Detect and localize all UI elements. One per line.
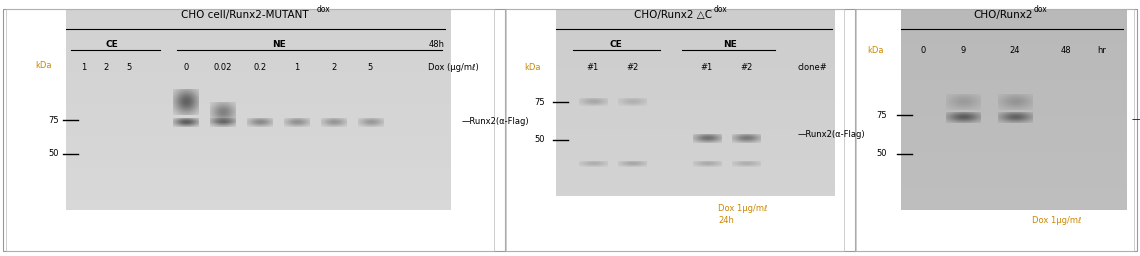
Text: 0.02: 0.02 [213,63,231,72]
Text: #1: #1 [701,63,712,72]
Text: dox: dox [1034,5,1048,14]
Text: 24: 24 [1009,46,1020,55]
Text: —Runx2(α-Flag): —Runx2(α-Flag) [798,130,865,139]
Bar [6,9,494,251]
Text: #1: #1 [587,63,598,72]
Text: CE: CE [105,40,119,49]
Text: 50: 50 [535,135,545,144]
Text: Dox 1μg/mℓ: Dox 1μg/mℓ [1032,216,1081,225]
Text: #2: #2 [627,63,638,72]
Text: Dox 1μg/mℓ
24h: Dox 1μg/mℓ 24h [718,205,767,225]
Text: kDa: kDa [524,63,540,72]
Text: 50: 50 [49,149,59,158]
Text: kDa: kDa [35,61,51,70]
Text: CHO/Runx2: CHO/Runx2 [974,10,1033,20]
Text: 75: 75 [877,111,887,120]
Text: 75: 75 [49,116,59,125]
Text: 5: 5 [127,63,131,72]
Bar [856,9,1134,251]
Text: Dox (μg/mℓ): Dox (μg/mℓ) [428,63,479,72]
Text: 48: 48 [1060,46,1072,55]
Text: dox: dox [714,5,727,14]
Text: hr: hr [1097,46,1106,55]
Text: kDa: kDa [868,46,884,55]
Text: NE: NE [723,40,736,49]
Text: 48h: 48h [429,40,445,49]
Text: 5: 5 [368,63,373,72]
Text: NE: NE [272,40,286,49]
Text: 0: 0 [184,63,188,72]
Text: 2: 2 [104,63,108,72]
Bar [506,9,844,251]
Text: CHO/Runx2 △C: CHO/Runx2 △C [634,10,711,20]
Text: 0.2: 0.2 [253,63,267,72]
Text: dox: dox [317,5,331,14]
Text: CE: CE [609,40,622,49]
Text: clone#: clone# [798,63,828,72]
Text: 0: 0 [921,46,926,55]
Text: CHO cell/Runx2-MUTANT: CHO cell/Runx2-MUTANT [181,10,309,20]
Text: 2: 2 [332,63,336,72]
Text: 9: 9 [961,46,966,55]
Text: #2: #2 [741,63,752,72]
Text: —Runx2(α-Flag): —Runx2(α-Flag) [462,117,529,126]
Text: 75: 75 [535,98,545,107]
Text: 50: 50 [877,149,887,158]
Text: 1: 1 [81,63,86,72]
Text: —Runx2(α-Flag): —Runx2(α-Flag) [1132,114,1140,124]
Text: 1: 1 [294,63,299,72]
